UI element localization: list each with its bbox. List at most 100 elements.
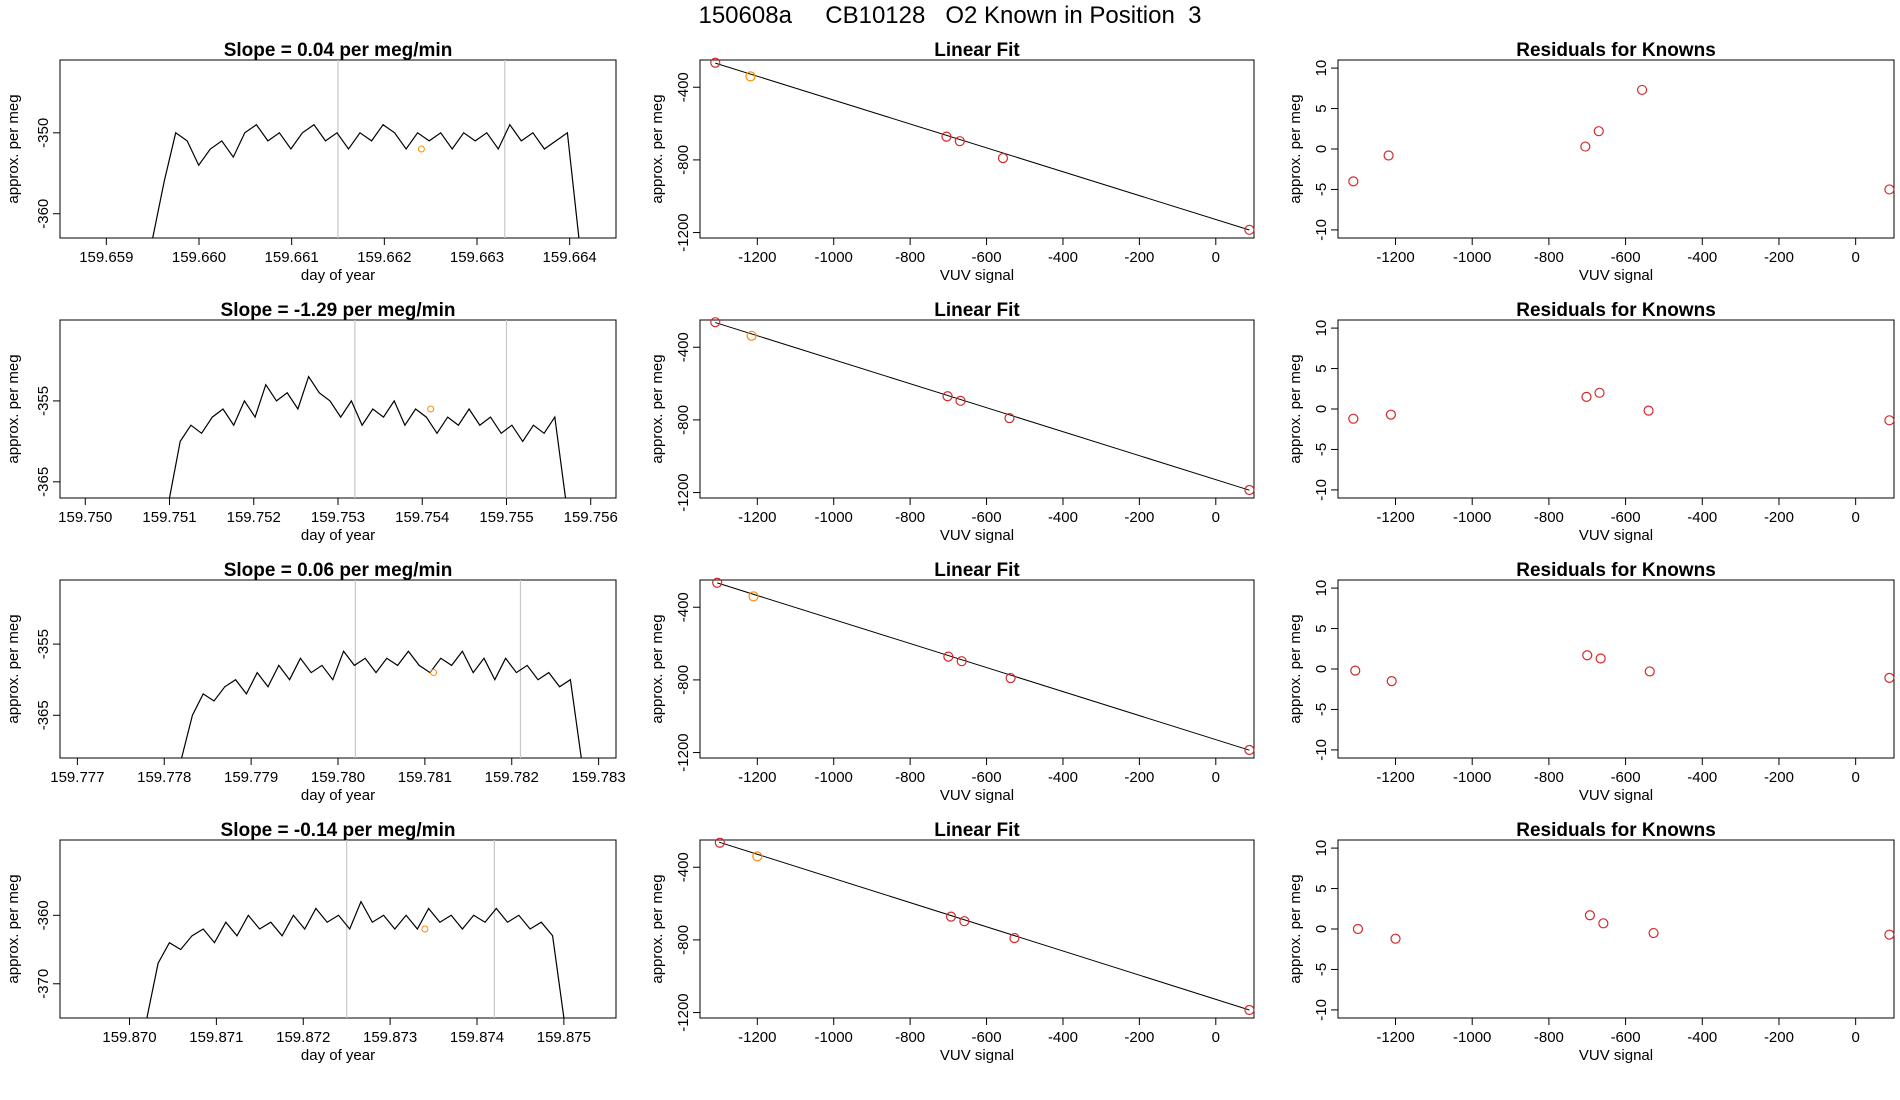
y-tick-label: -5 xyxy=(1313,183,1330,196)
x-tick-label: 159.752 xyxy=(227,509,281,526)
plot-frame xyxy=(59,579,617,759)
chart-panel-11: Linear Fit -1200 -1000 -800 -600 -400 -200 0 -40… xyxy=(649,820,1255,1064)
x-axis-label: day of year xyxy=(301,267,375,284)
x-tick-label: -1000 xyxy=(815,1029,853,1046)
x-axis-label: VUV signal xyxy=(940,1047,1014,1064)
data-point xyxy=(746,330,757,341)
x-tick-label: 159.750 xyxy=(58,509,112,526)
plot-frame xyxy=(699,319,1255,499)
x-tick-label: 159.663 xyxy=(450,249,504,266)
x-tick-label: 159.780 xyxy=(311,769,365,786)
data-point xyxy=(1244,224,1255,235)
x-tick-label: 159.783 xyxy=(572,769,626,786)
highlight-marker xyxy=(427,405,435,413)
x-tick-label: -800 xyxy=(1534,509,1564,526)
data-point xyxy=(1005,672,1016,684)
x-tick-label: 0 xyxy=(1212,249,1220,266)
data-point xyxy=(1348,176,1359,187)
x-tick-label: -400 xyxy=(1048,769,1078,786)
y-tick-label: -355 xyxy=(35,629,52,659)
chart-panel-1: Slope = 0.04 per meg/min 159.659 159.660 15… xyxy=(5,40,617,284)
x-axis-label: VUV signal xyxy=(940,527,1014,544)
x-tick-label: -800 xyxy=(895,1029,925,1046)
data-point xyxy=(752,851,763,862)
x-tick-label: -800 xyxy=(895,509,925,526)
x-axis-label: VUV signal xyxy=(1579,527,1653,544)
y-axis-label: approx. per meg xyxy=(5,94,22,203)
x-tick-label: 159.870 xyxy=(102,1029,156,1046)
x-tick-label: -1200 xyxy=(738,1029,776,1046)
data-point xyxy=(954,136,965,147)
y-tick-label: -365 xyxy=(35,700,52,730)
x-tick-label: -400 xyxy=(1687,769,1717,786)
y-axis-label: approx. per meg xyxy=(5,614,22,723)
panel-title: Residuals for Knowns xyxy=(1516,820,1716,841)
panel-title: Linear Fit xyxy=(934,560,1020,581)
y-tick-label: 5 xyxy=(1313,364,1330,372)
data-point xyxy=(1244,1004,1255,1016)
x-tick-label: 159.756 xyxy=(564,509,618,526)
x-tick-label: -400 xyxy=(1687,1029,1717,1046)
x-tick-label: -1200 xyxy=(738,769,776,786)
y-tick-label: -1200 xyxy=(675,993,692,1031)
data-point xyxy=(1350,665,1361,676)
data-point xyxy=(1884,929,1895,940)
x-tick-label: -600 xyxy=(1611,1029,1641,1046)
data-point xyxy=(1884,184,1895,195)
x-tick-label: -200 xyxy=(1124,249,1154,266)
x-tick-label: -600 xyxy=(972,249,1002,266)
y-tick-label: 0 xyxy=(1313,405,1330,413)
data-trace xyxy=(152,123,580,239)
panel-title: Residuals for Knowns xyxy=(1516,40,1716,61)
y-tick-label: -400 xyxy=(675,852,692,882)
data-point xyxy=(1580,141,1591,152)
x-tick-label: 159.751 xyxy=(142,509,196,526)
panel-title: Slope = -1.29 per meg/min xyxy=(221,300,456,321)
x-tick-label: -1000 xyxy=(1453,509,1491,526)
highlight-marker xyxy=(417,145,425,153)
x-tick-label: -1000 xyxy=(815,249,853,266)
data-point xyxy=(959,916,970,927)
x-axis-label: VUV signal xyxy=(1579,1047,1653,1064)
y-tick-label: -400 xyxy=(675,332,692,362)
x-tick-label: -200 xyxy=(1764,249,1794,266)
x-tick-label: -1200 xyxy=(738,509,776,526)
chart-panel-6: Residuals for Knowns-1200 -1000 -800 -600 -4… xyxy=(1287,300,1895,544)
data-point xyxy=(712,577,723,588)
data-point xyxy=(1352,923,1364,935)
y-tick-label: 5 xyxy=(1313,624,1330,632)
plot-frame xyxy=(699,839,1255,1019)
y-tick-label: -10 xyxy=(1313,219,1330,241)
plot-frame xyxy=(699,59,1255,239)
fit-line xyxy=(717,582,1250,751)
data-point xyxy=(1582,650,1593,661)
plot-frame xyxy=(1337,319,1895,499)
chart-panel-7: Slope = 0.06 per meg/min 159.777 159.778 15… xyxy=(5,560,626,804)
y-tick-label: -5 xyxy=(1313,703,1330,716)
y-axis-label: approx. per meg xyxy=(1287,354,1304,463)
data-point xyxy=(997,152,1009,164)
x-tick-label: 159.875 xyxy=(537,1029,591,1046)
chart-panel-3: Residuals for Knowns-1200 -1000 -800 -600 -4… xyxy=(1287,40,1895,284)
x-tick-label: -600 xyxy=(972,769,1002,786)
data-point xyxy=(1593,126,1604,137)
y-tick-label: -400 xyxy=(675,72,692,102)
data-point xyxy=(1594,387,1605,398)
x-tick-label: -800 xyxy=(1534,1029,1564,1046)
x-axis-label: VUV signal xyxy=(940,787,1014,804)
x-tick-label: -1000 xyxy=(815,509,853,526)
x-tick-label: 0 xyxy=(1212,1029,1220,1046)
x-tick-label: -1200 xyxy=(1376,509,1414,526)
x-tick-label: -200 xyxy=(1124,769,1154,786)
plot-frame xyxy=(59,319,617,499)
y-tick-label: -800 xyxy=(675,665,692,695)
x-tick-label: 0 xyxy=(1851,769,1859,786)
panel-title: Linear Fit xyxy=(934,40,1020,61)
y-tick-label: 0 xyxy=(1313,925,1330,933)
data-point xyxy=(945,911,957,922)
y-tick-label: -1200 xyxy=(675,213,692,251)
y-tick-label: 10 xyxy=(1313,580,1330,597)
x-tick-label: 159.873 xyxy=(363,1029,417,1046)
x-tick-label: -800 xyxy=(1534,249,1564,266)
y-axis-label: approx. per meg xyxy=(5,874,22,983)
